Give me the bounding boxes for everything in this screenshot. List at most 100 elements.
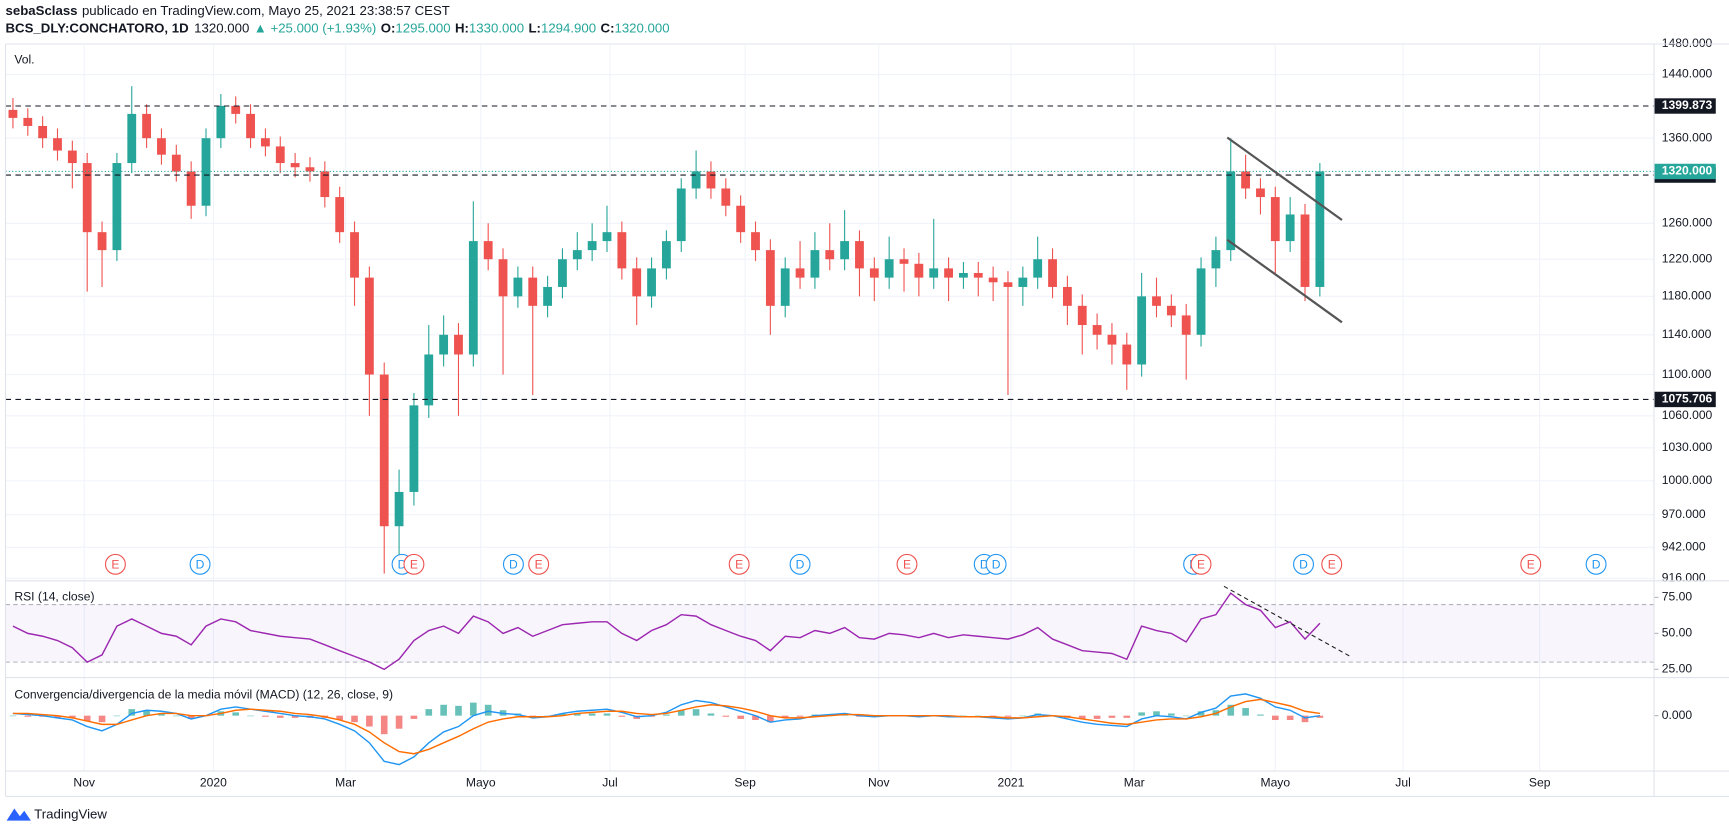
open-label: O: (381, 21, 396, 36)
event-marker (528, 553, 550, 575)
macd-histogram-bar (395, 715, 403, 729)
rsi-tick-label: 75.00 (1662, 590, 1693, 604)
macd-histogram-bar (1138, 712, 1145, 716)
macd-histogram-bar (425, 709, 433, 716)
rsi-title: RSI (14, close) (14, 590, 94, 604)
candle-body (424, 354, 434, 406)
macd-histogram-bar (1227, 704, 1235, 716)
macd-histogram-bar (974, 715, 982, 717)
macd-histogram-bar (187, 715, 195, 719)
candle-body (1181, 315, 1191, 335)
candle-body (602, 232, 612, 242)
event-label: E (111, 558, 119, 572)
x-tick-label: Sep (1529, 775, 1551, 789)
candle-body (97, 232, 107, 251)
candle-body (929, 268, 939, 278)
low-label: L: (528, 21, 540, 36)
macd-histogram-bar (752, 715, 759, 721)
channel-line (1226, 238, 1343, 324)
macd-title: Convergencia/divergencia de la media móv… (14, 687, 393, 701)
macd-histogram-bar (559, 713, 566, 716)
x-tick-label: 2020 (200, 775, 227, 789)
candle-body (721, 188, 731, 206)
candle-body (468, 241, 478, 355)
candle-body (8, 109, 18, 118)
macd-line (12, 693, 1321, 766)
y-tick-label: 1030.000 (1662, 440, 1713, 454)
rsi-trend-line (1223, 585, 1352, 658)
macd-histogram-bar (247, 715, 254, 717)
candle-body (825, 250, 835, 260)
macd-histogram-bar (336, 715, 343, 721)
macd-histogram-bar (1004, 715, 1012, 717)
macd-histogram-bar (470, 702, 477, 716)
y-tick-label: 1360.000 (1662, 130, 1713, 144)
macd-histogram-bar (54, 715, 61, 718)
event-marker (104, 553, 126, 575)
x-tick-label: Jul (1395, 775, 1411, 789)
event-marker (1293, 553, 1315, 575)
candle-body (1226, 171, 1236, 251)
candle-body (765, 250, 775, 306)
channel-line (1226, 136, 1343, 221)
macd-histogram-bar (663, 714, 670, 716)
candle-body (409, 405, 419, 492)
candle-body (350, 232, 359, 278)
macd-histogram-bar (380, 715, 388, 735)
candle-body (944, 268, 953, 278)
macd-histogram-bar (366, 715, 373, 727)
macd-histogram-bar (276, 715, 284, 718)
macd-histogram-bar (1271, 715, 1279, 721)
candle-body (216, 105, 226, 139)
candle-body (661, 241, 671, 269)
candle-body (142, 113, 152, 139)
macd-histogram-bar (98, 715, 106, 723)
y-tick-label: 1260.000 (1662, 215, 1713, 229)
macd-histogram-bar (781, 715, 789, 718)
event-label: D (796, 558, 805, 572)
macd-histogram-bar (1182, 715, 1190, 717)
candle-body (572, 250, 582, 260)
macd-histogram-bar (455, 705, 462, 716)
event-marker (1190, 553, 1212, 575)
header-line-1: sebaSclass publicado en TradingView.com, … (6, 4, 450, 19)
candle-body (38, 125, 48, 139)
macd-histogram-bar (24, 715, 32, 717)
macd-histogram-bar (1197, 711, 1205, 716)
candle-body (1270, 197, 1280, 242)
high: 1330.000 (469, 21, 524, 36)
candle-body (899, 259, 909, 264)
x-tick-label: Nov (73, 775, 96, 789)
candle-body (558, 259, 567, 287)
macd-tick-label: 0.000 (1662, 708, 1693, 722)
candle-body (201, 138, 211, 206)
user: sebaSclass (6, 4, 78, 19)
event-marker (789, 553, 811, 575)
macd-histogram-bar (1301, 715, 1309, 723)
candle-body (53, 138, 62, 151)
header-line-2: BCS_DLY:CONCHATORO, 1D 1320.000 ▲ +25.000 … (6, 21, 670, 36)
macd-histogram-bar (573, 713, 581, 716)
candle-body (840, 241, 850, 260)
x-tick-label: Nov (868, 775, 891, 789)
candle-body (1107, 334, 1117, 345)
candle-body (335, 197, 345, 233)
x-tick-label: Mar (335, 775, 356, 789)
macd-histogram-bar (1108, 715, 1116, 718)
close: 1320.000 (614, 21, 669, 36)
y-tick-label: 1180.000 (1662, 289, 1712, 303)
macd-histogram-bar (707, 713, 715, 716)
event-label: E (903, 558, 911, 572)
candle-body (1152, 296, 1161, 306)
macd-histogram-bar (484, 704, 492, 716)
event-marker (896, 553, 918, 575)
x-tick-label: Jul (602, 775, 618, 789)
macd-histogram-bar (796, 715, 804, 717)
candle-body (171, 154, 181, 172)
event-marker (1321, 553, 1343, 575)
event-label: E (1197, 558, 1205, 572)
event-marker (189, 553, 211, 575)
macd-histogram-bar (113, 715, 121, 717)
